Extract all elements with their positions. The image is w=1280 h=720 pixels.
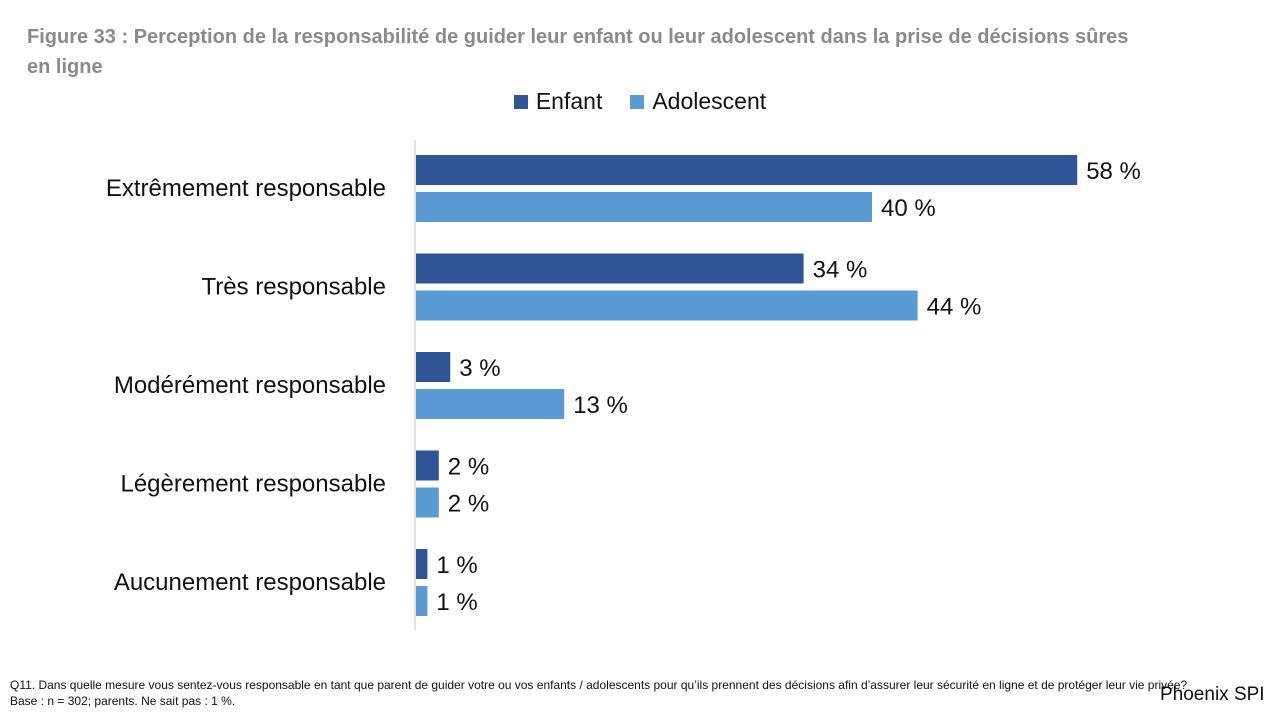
bar-enfant — [416, 549, 428, 579]
data-label: 3 % — [459, 355, 500, 382]
brand-label: Phoenix SPI — [1160, 684, 1265, 705]
bar-enfant — [416, 450, 439, 481]
data-label: 44 % — [927, 294, 982, 321]
legend-item-enfant: Enfant — [513, 88, 603, 115]
legend-label-adolescent: Adolescent — [652, 88, 767, 114]
category-label: Modérément responsable — [114, 372, 386, 399]
legend: Enfant Adolescent — [0, 88, 1280, 115]
chart-title: Figure 33 : Perception de la responsabil… — [27, 26, 1129, 78]
bar-enfant — [416, 352, 451, 382]
bar-adolescent — [416, 192, 872, 222]
data-label: 1 % — [436, 552, 477, 579]
data-label: 2 % — [448, 454, 489, 481]
legend-swatch-adolescent — [630, 94, 645, 109]
bar-adolescent — [416, 586, 428, 616]
data-label: 40 % — [881, 195, 936, 222]
data-label: 13 % — [573, 392, 628, 419]
category-label: Extrêmement responsable — [106, 175, 386, 202]
legend-item-adolescent: Adolescent — [630, 88, 766, 115]
footnote: Q11. Dans quelle mesure vous sentez-vous… — [10, 678, 1188, 708]
legend-label-enfant: Enfant — [535, 88, 603, 114]
bar-adolescent — [416, 290, 918, 321]
data-label: 58 % — [1086, 158, 1141, 185]
bar-enfant — [416, 253, 804, 284]
category-label: Aucunement responsable — [114, 569, 386, 596]
data-label: 1 % — [436, 589, 477, 616]
data-label: 34 % — [813, 257, 868, 284]
legend-swatch-enfant — [513, 94, 528, 109]
category-label: Légèrement responsable — [120, 471, 386, 498]
bar-adolescent — [416, 389, 565, 419]
bar-adolescent — [416, 487, 439, 518]
category-label: Très responsable — [201, 274, 386, 301]
data-label: 2 % — [448, 491, 489, 518]
bar-enfant — [416, 155, 1078, 185]
